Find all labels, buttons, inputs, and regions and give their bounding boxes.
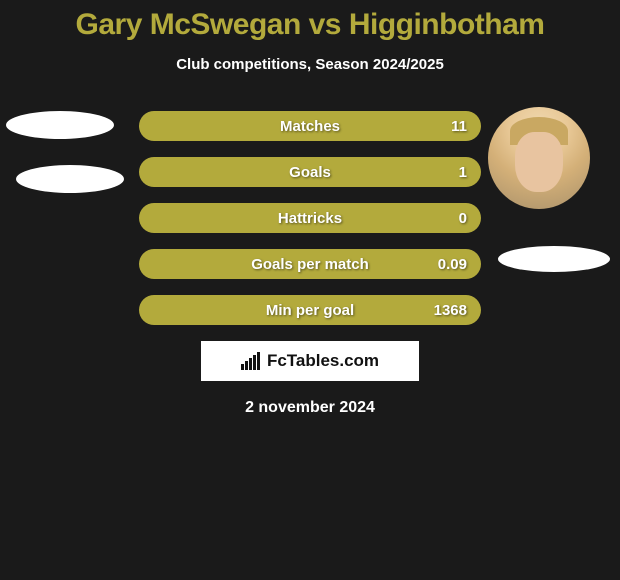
stat-label: Goals per match [251,256,369,273]
stat-value: 1 [459,164,467,181]
stat-bar-matches: Matches 11 [139,111,481,141]
logo-text: FcTables.com [267,351,379,371]
stat-value: 0.09 [438,256,467,273]
stat-bar-min-per-goal: Min per goal 1368 [139,295,481,325]
stat-value: 1368 [434,302,467,319]
comparison-content: Matches 11 Goals 1 Hattricks 0 Goals per… [0,111,620,417]
stat-bar-goals-per-match: Goals per match 0.09 [139,249,481,279]
player-right-avatar [488,107,590,209]
player-left-oval-2 [16,165,124,193]
player-left-oval-1 [6,111,114,139]
stat-value: 11 [451,118,467,135]
stat-value: 0 [459,210,467,227]
stat-label: Hattricks [278,210,342,227]
stat-bar-hattricks: Hattricks 0 [139,203,481,233]
player-right-oval [498,246,610,272]
stat-bar-goals: Goals 1 [139,157,481,187]
page-subtitle: Club competitions, Season 2024/2025 [0,56,620,73]
logo-box[interactable]: FcTables.com [201,341,419,381]
page-title: Gary McSwegan vs Higginbotham [0,0,620,42]
stat-label: Min per goal [266,302,354,319]
avatar-face [515,132,563,192]
bar-chart-icon [241,352,263,370]
stat-label: Goals [289,164,331,181]
stat-bars: Matches 11 Goals 1 Hattricks 0 Goals per… [139,111,481,325]
date-label: 2 november 2024 [0,399,620,417]
stat-label: Matches [280,118,340,135]
